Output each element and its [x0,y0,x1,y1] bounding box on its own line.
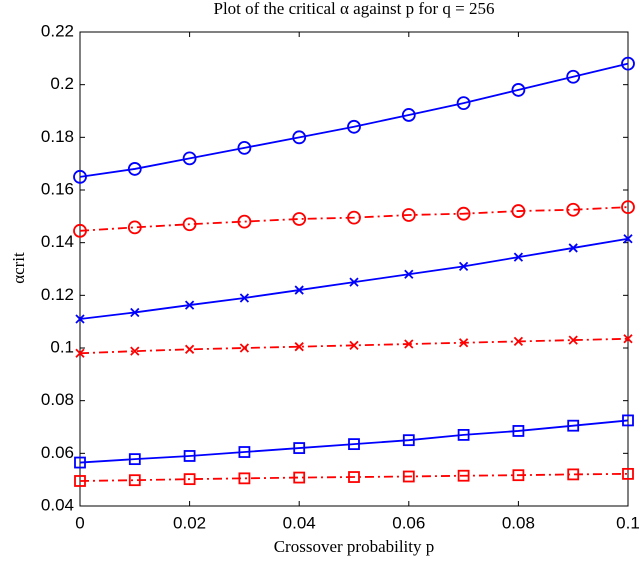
marker [294,342,304,352]
marker [511,83,526,97]
marker [456,206,471,221]
marker [458,338,469,348]
marker [513,252,524,262]
marker [237,140,252,155]
marker [622,467,634,480]
marker [622,414,634,427]
marker [182,151,197,166]
marker [74,456,86,469]
y-tick-label: 0.1 [50,337,74,356]
marker [566,202,581,217]
series-line [79,62,629,178]
marker [239,343,250,353]
marker [404,339,414,349]
marker [237,214,252,229]
marker [348,471,360,483]
marker [457,428,470,441]
y-tick-label: 0.06 [41,443,74,462]
marker [567,468,580,481]
marker [127,162,142,176]
marker [292,212,307,226]
marker [73,169,87,184]
x-tick-label: 0.08 [502,513,535,532]
series-line [79,237,629,320]
y-tick-label: 0.14 [41,232,74,251]
marker [183,473,196,486]
marker [182,217,197,232]
marker [404,269,414,279]
marker [401,108,416,122]
marker [128,453,141,466]
x-tick-label: 0.1 [616,513,640,532]
y-tick-label: 0.08 [41,390,74,409]
marker [183,450,196,462]
marker [293,442,306,454]
marker [623,234,633,244]
marker [621,200,635,215]
marker [184,344,195,354]
marker [294,285,304,295]
marker [293,471,306,484]
marker [75,314,85,324]
marker [402,470,415,483]
x-axis-label: Crossover probability p [274,537,435,556]
chart-title: Plot of the critical α against p for q =… [214,0,495,18]
marker [239,293,250,303]
x-tick-label: 0.06 [392,513,425,532]
y-tick-label: 0.12 [41,285,74,304]
marker [184,300,195,310]
y-axis-label: αcrit [9,252,28,284]
marker [512,425,525,437]
marker [512,469,525,482]
marker [456,96,471,110]
marker [128,474,141,487]
y-tick-label: 0.22 [41,21,74,40]
x-tick-label: 0 [75,513,84,532]
marker [566,69,581,84]
marker [349,277,359,287]
marker [568,335,578,345]
marker [130,307,140,318]
series-line [79,472,629,482]
marker [347,210,361,225]
marker [401,208,416,222]
marker [127,220,142,235]
marker [621,56,635,71]
y-tick-label: 0.04 [41,495,74,514]
marker [238,472,251,485]
marker [511,204,526,218]
marker [458,261,469,272]
y-tick-label: 0.2 [50,74,74,93]
marker [130,346,140,356]
plot-frame [79,31,629,507]
x-tick-label: 0.02 [173,513,206,532]
marker [74,475,86,487]
marker [567,419,580,432]
marker [513,336,524,347]
marker [568,243,578,253]
y-tick-label: 0.16 [41,179,74,198]
marker [457,469,470,482]
series-line [79,206,629,232]
marker [73,223,87,238]
x-tick-label: 0.04 [283,513,316,532]
marker [349,340,359,351]
marker [347,119,361,134]
series-line [79,419,629,464]
marker [75,348,85,358]
y-tick-label: 0.18 [41,127,74,146]
marker [623,334,633,344]
marker [402,434,415,447]
marker [348,438,360,451]
marker [292,130,307,145]
marker [238,446,251,458]
